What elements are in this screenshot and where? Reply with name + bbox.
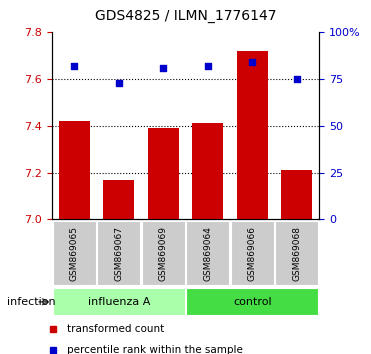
Bar: [186, 288, 318, 315]
Point: [294, 76, 300, 81]
Text: GSM869065: GSM869065: [70, 225, 79, 281]
Text: infection: infection: [7, 297, 56, 307]
Text: influenza A: influenza A: [88, 297, 150, 307]
Point: [205, 63, 211, 68]
Bar: [142, 221, 185, 285]
Point: [71, 63, 77, 68]
Bar: [231, 221, 274, 285]
Text: percentile rank within the sample: percentile rank within the sample: [67, 345, 243, 354]
Point: [116, 80, 122, 85]
Bar: [59, 121, 90, 219]
Text: GSM869068: GSM869068: [292, 225, 301, 281]
Bar: [53, 288, 185, 315]
Text: GDS4825 / ILMN_1776147: GDS4825 / ILMN_1776147: [95, 9, 276, 23]
Text: transformed count: transformed count: [67, 324, 164, 334]
Bar: [97, 221, 140, 285]
Bar: [237, 51, 268, 219]
Bar: [103, 179, 134, 219]
Text: GSM869069: GSM869069: [159, 225, 168, 281]
Bar: [186, 221, 229, 285]
Bar: [148, 128, 179, 219]
Text: GSM869066: GSM869066: [248, 225, 257, 281]
Text: GSM869067: GSM869067: [114, 225, 123, 281]
Bar: [53, 221, 96, 285]
Text: GSM869064: GSM869064: [203, 225, 212, 281]
Point: [249, 59, 255, 65]
Bar: [281, 170, 312, 219]
Bar: [275, 221, 318, 285]
Text: control: control: [233, 297, 272, 307]
Bar: [192, 123, 223, 219]
Point: [160, 65, 166, 70]
